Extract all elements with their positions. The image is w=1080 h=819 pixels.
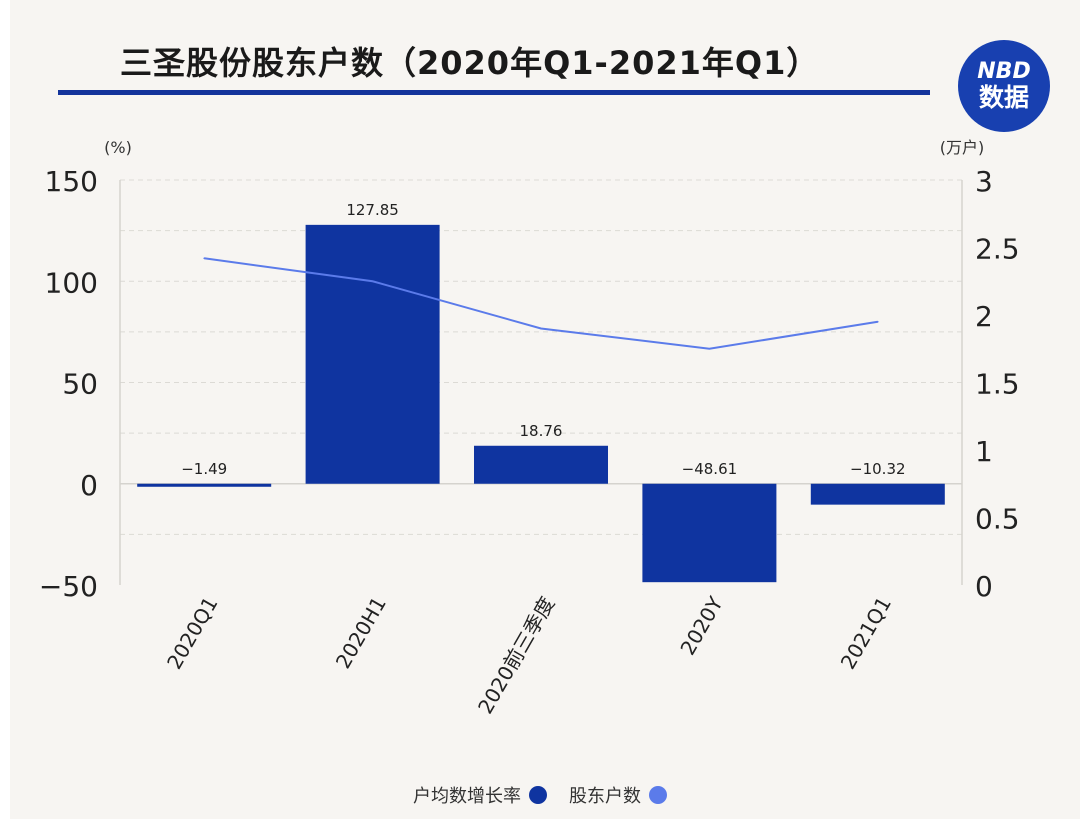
chart-card: 三圣股份股东户数（2020年Q1-2021年Q1） NBD 数据 (10, 0, 1080, 819)
legend-label-bar: 户均数增长率 (413, 786, 521, 807)
left-axis-unit: (%) (104, 138, 132, 157)
logo-nbd-text: NBD (977, 59, 1031, 84)
line-point-2020Y (708, 347, 711, 350)
left-tick-label: −50 (39, 570, 98, 603)
x-tick-label: 2020H1 (331, 593, 391, 673)
line-point-2020H1 (371, 280, 374, 283)
logo-data-text: 数据 (978, 83, 1029, 112)
bar-value-label: 18.76 (520, 422, 563, 440)
x-tick-label: 2020Q1 (162, 593, 222, 674)
left-tick-label: 50 (62, 368, 98, 401)
right-tick-label: 1 (975, 435, 993, 468)
legend-item-bar: 户均数增长率 (413, 782, 547, 808)
bar-value-label: 127.85 (346, 201, 399, 219)
right-tick-label: 0 (975, 570, 993, 603)
title-underline (58, 90, 930, 95)
bar-2021Q1 (810, 483, 945, 505)
nbd-logo: NBD 数据 (958, 40, 1050, 132)
x-tick-label: 2021Q1 (836, 593, 896, 674)
chart-legend: 户均数增长率 股东户数 (0, 782, 1080, 808)
bar-value-label: −1.49 (181, 460, 227, 478)
legend-marker-bar (529, 786, 547, 804)
x-tick-label: 2020前三季度 (473, 593, 559, 718)
legend-label-line: 股东户数 (569, 786, 641, 807)
legend-item-line: 股东户数 (569, 782, 667, 808)
bar-2020Y (642, 483, 777, 583)
left-tick-label: 100 (45, 266, 98, 299)
right-axis-unit: (万户) (940, 138, 985, 157)
bar-2020前三季度 (474, 445, 608, 484)
line-point-2020前三季度 (540, 327, 542, 330)
right-tick-label: 1.5 (975, 368, 1020, 401)
chart-title: 三圣股份股东户数（2020年Q1-2021年Q1） (120, 44, 820, 82)
bar-2020Q1 (137, 483, 272, 487)
bar-value-label: −48.61 (682, 460, 738, 478)
legend-marker-line (649, 786, 667, 804)
left-tick-label: 0 (80, 469, 98, 502)
x-tick-label: 2020Y (675, 592, 728, 659)
line-point-2020Q1 (203, 257, 205, 260)
bar-value-label: −10.32 (850, 460, 906, 478)
line-series-shareholders (204, 257, 878, 350)
bar-2020H1 (305, 224, 440, 484)
left-tick-label: 150 (45, 165, 98, 198)
right-tick-label: 2 (975, 300, 993, 333)
right-tick-label: 3 (975, 165, 993, 198)
line-point-2021Q1 (877, 320, 879, 323)
right-tick-label: 2.5 (975, 233, 1020, 266)
right-tick-label: 0.5 (975, 503, 1020, 536)
